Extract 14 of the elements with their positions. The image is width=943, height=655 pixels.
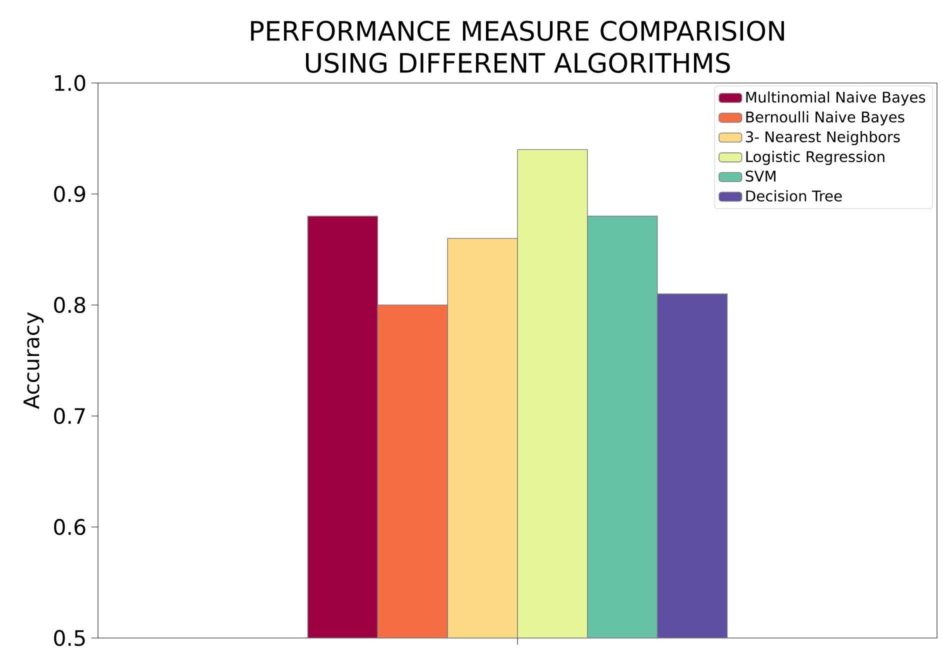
- legend-label: 3- Nearest Neighbors: [746, 130, 900, 146]
- y-tick-label: 0.6: [54, 518, 86, 536]
- y-tick-label: 1.0: [55, 74, 86, 92]
- y-tick-label: 0.8: [54, 296, 86, 314]
- y-tick-label: 0.5: [54, 630, 85, 646]
- y-tick-label: 0.9: [54, 186, 86, 202]
- legend-label: Decision Tree: [746, 190, 842, 202]
- legend-label: Multinomial Naive Bayes: [746, 91, 926, 106]
- chart-title: PERFORMANCE MEASURE COMPARISION USING DIFFERENT ALGORITHMS: [251, 20, 784, 73]
- y-axis-title: Accuracy: [24, 312, 44, 410]
- legend-label: Logistic Regression: [746, 150, 884, 165]
- legend-label: SVM: [746, 170, 776, 182]
- y-tick-label: 0.7: [54, 408, 85, 424]
- legend-label: Bernoulli Naive Bayes: [746, 111, 904, 126]
